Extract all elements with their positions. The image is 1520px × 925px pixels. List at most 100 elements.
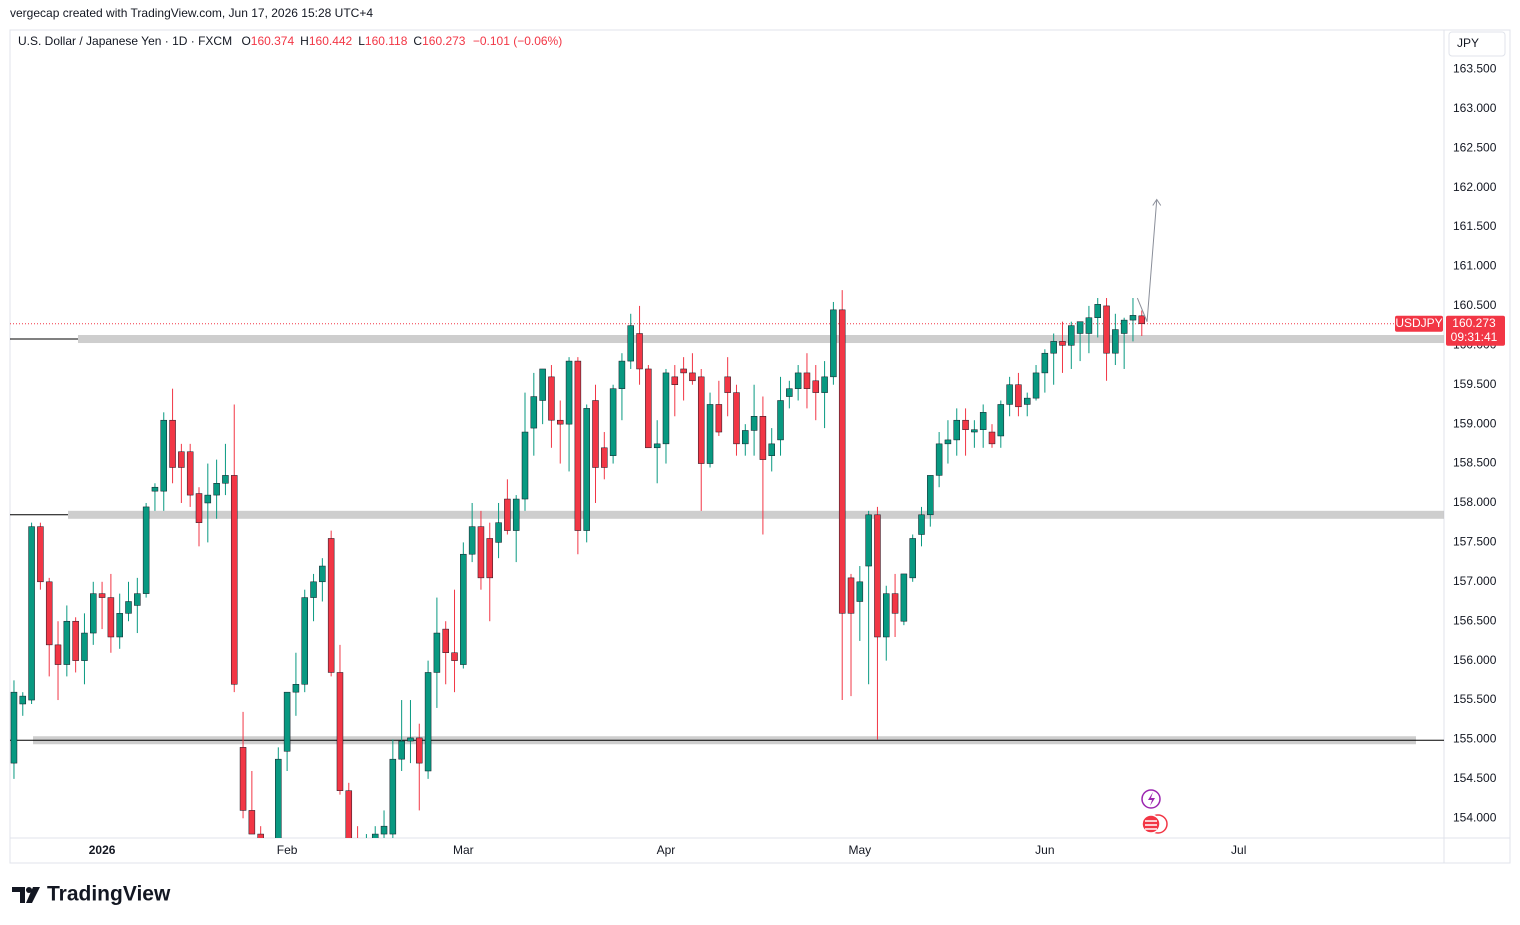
candle-body [81,632,88,661]
candle-body [283,691,291,752]
candle-body [618,360,626,389]
candle-body [1032,372,1040,399]
candle-body [953,419,960,441]
candle-body [1050,341,1057,354]
candle-body [19,695,27,705]
candle-body [134,593,141,606]
candle-body [645,368,652,449]
candle-body [213,483,220,496]
candle-body [636,333,643,370]
candle-body [442,628,449,654]
candle-body [724,376,731,393]
candle-body [962,419,969,430]
candle-body [336,672,344,791]
y-tick-label: 162.000 [1453,180,1497,194]
legend: U.S. Dollar / Japanese Yen · 1D · FXCM O… [18,34,562,48]
candle-body [1094,304,1101,318]
candle-body [768,443,775,456]
candle-body [838,309,846,614]
ohlc-value: 160.118 [364,34,408,48]
candle-body [239,747,247,811]
candle-body [72,620,79,661]
candle-body [451,652,458,661]
candle-body [468,526,476,555]
y-tick-label: 161.000 [1453,259,1497,273]
x-tick-label: Mar [453,843,474,857]
candle-body [319,565,326,583]
brand-logo [12,887,40,903]
candle-body [847,577,855,614]
candle-body [865,514,872,567]
candle-body [301,597,308,685]
candle-body [204,494,212,504]
candle-body [54,644,62,665]
candle-body [1041,352,1049,374]
candle-body [565,360,573,425]
candle-body [671,376,679,385]
candle-body [609,388,617,456]
candle-body [169,419,176,468]
candle-body [327,538,335,673]
x-tick-label: Jun [1035,843,1054,857]
candle-body [504,498,511,531]
economic-icon[interactable] [1141,814,1161,834]
candle-body [530,396,538,429]
y-tick-label: 159.000 [1453,416,1497,430]
candle-body [1023,397,1031,405]
candle-body [230,475,238,685]
ohlc-value: 160.273 [422,34,466,48]
candle-body [750,416,758,431]
candle-body [1006,384,1013,405]
candle-body [380,825,388,835]
attribution: vergecap created with TradingView.com, J… [10,6,373,20]
candle-body [1085,317,1093,334]
candle-body [601,447,608,468]
candle-body [927,475,934,516]
event-bolt [1148,792,1155,806]
candle-body [486,538,494,579]
x-tick-label: 2026 [89,843,116,857]
candle-body [557,419,564,425]
candle-body [1068,325,1075,346]
candle-body [355,842,361,858]
candle-body [979,412,987,430]
candle-body [90,593,97,634]
candle-body [574,360,582,531]
y-tick-label: 161.500 [1453,219,1497,233]
candle-body [592,400,599,468]
candle-body [371,833,379,838]
y-tick-label: 160.500 [1453,298,1497,312]
price-tag-label: 160.273 [1452,316,1496,330]
candle-body [662,372,670,445]
candle-body [398,740,405,760]
candle-body [521,431,529,500]
candle-body [900,573,908,622]
candle-body [794,372,802,389]
symbol-title: U.S. Dollar / Japanese Yen · 1D · FXCM [18,34,233,48]
countdown: 09:31:41 [1451,330,1498,344]
y-tick-label: 162.500 [1453,140,1497,154]
candle-body [1129,315,1137,321]
candle-body [706,404,714,464]
candle-body [786,388,793,397]
candle-body [477,526,485,579]
candle-body [583,408,590,531]
candle-body [275,758,282,838]
currency-button[interactable] [1448,31,1506,57]
candle-body [363,842,369,858]
currency[interactable]: JPY [1457,36,1479,50]
candle-body [680,368,687,374]
y-tick-label: 158.500 [1453,456,1497,470]
x-tick-label: Jul [1231,843,1246,857]
candle-body [856,581,864,602]
y-tick-label: 159.500 [1453,377,1497,391]
candle-body [1120,319,1128,334]
candle-body [310,581,317,598]
candle-body [812,380,820,393]
candle-body [37,526,44,583]
y-tick-label: 163.000 [1453,101,1497,115]
candle-body [28,526,35,701]
y-tick-label: 163.500 [1453,62,1497,76]
ohlc-label: O [241,34,251,48]
ohlc-value: 160.442 [308,34,353,48]
